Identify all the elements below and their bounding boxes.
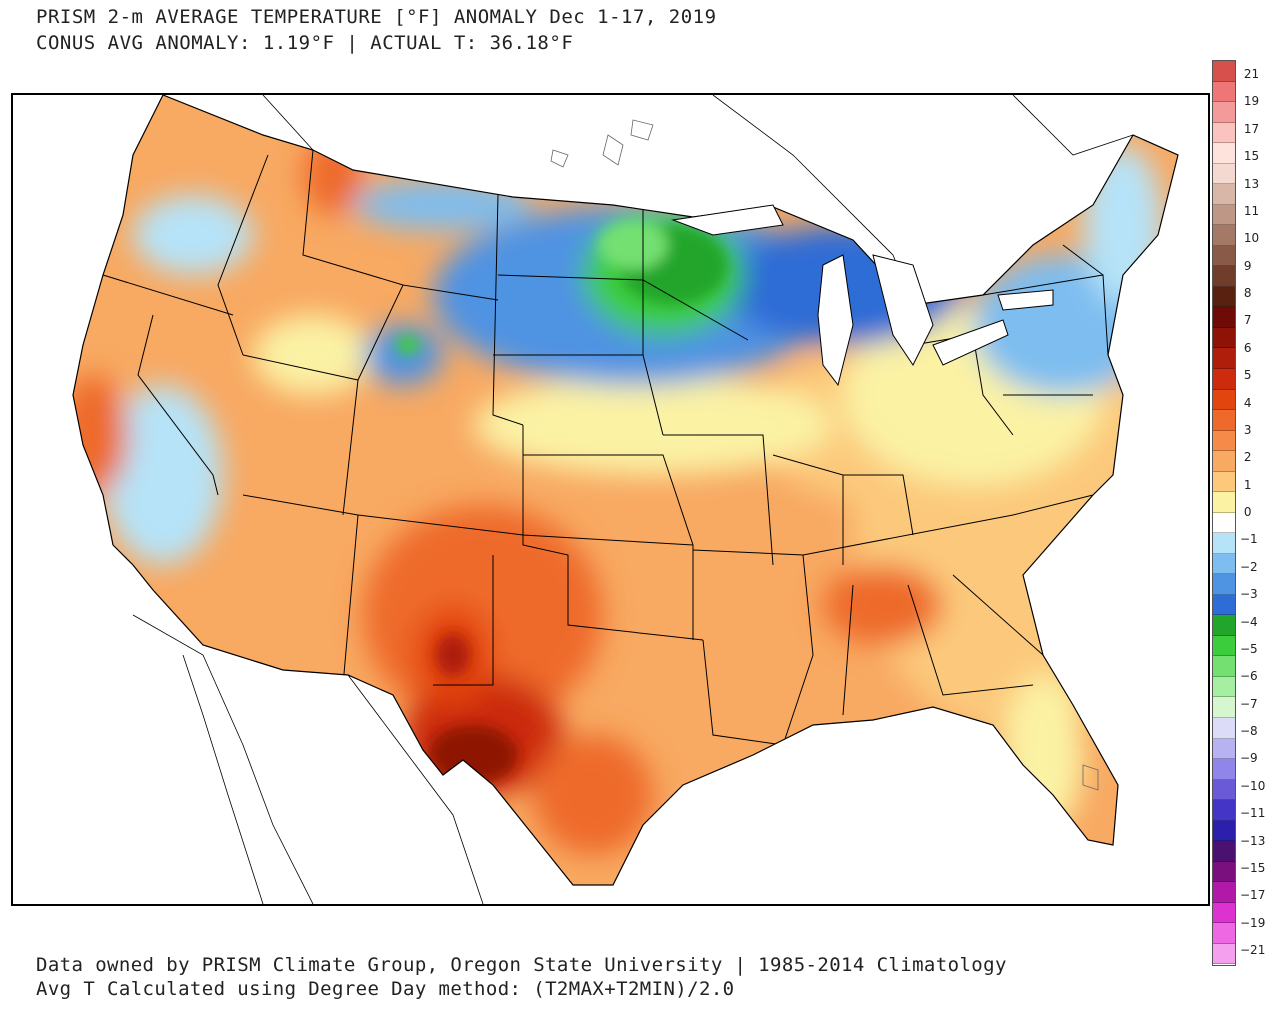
colorbar-swatch <box>1213 143 1235 164</box>
title-line-2: CONUS AVG ANOMALY: 1.19°F | ACTUAL T: 36… <box>36 32 574 54</box>
colorbar-swatch <box>1213 759 1235 780</box>
colorbar-tick-label: −17 <box>1240 888 1266 903</box>
colorbar-swatch <box>1213 512 1235 534</box>
colorbar-tick-label: −13 <box>1240 833 1266 848</box>
colorbar-swatch <box>1213 266 1235 287</box>
footer-line-2: Avg T Calculated using Degree Day method… <box>36 978 735 1000</box>
colorbar-swatch <box>1213 779 1235 801</box>
colorbar-tick-label: −10 <box>1240 778 1266 793</box>
colorbar-swatch <box>1213 245 1235 267</box>
colorbar-swatch <box>1213 204 1235 226</box>
colorbar-swatch <box>1213 861 1235 883</box>
colorbar-tick-label: 10 <box>1240 231 1260 246</box>
lake-huron <box>872 254 934 366</box>
colorbar-swatch <box>1213 410 1235 431</box>
colorbar-tick-label: 6 <box>1240 340 1252 355</box>
small-lakes <box>550 119 1099 791</box>
colorbar-swatch <box>1213 102 1235 123</box>
colorbar-tick-label: −5 <box>1240 641 1258 656</box>
colorbar-tick-label: 0 <box>1240 505 1252 519</box>
conus-outline <box>72 95 1179 886</box>
colorbar-tick-label: 1 <box>1240 477 1252 492</box>
colorbar-swatch <box>1213 307 1235 328</box>
colorbar-swatch <box>1213 676 1235 698</box>
colorbar-tick-label: 11 <box>1240 203 1260 218</box>
colorbar-swatch <box>1213 492 1235 513</box>
colorbar-swatch <box>1213 184 1235 205</box>
colorbar-tick-label: 19 <box>1240 94 1260 109</box>
colorbar-swatch <box>1213 738 1235 760</box>
great-lakes <box>671 204 1054 387</box>
colorbar-tick-label: −4 <box>1240 614 1258 629</box>
map-svg <box>72 95 1179 904</box>
colorbar-tick-label: 21 <box>1240 67 1260 81</box>
colorbar-swatch <box>1213 594 1235 616</box>
colorbar-swatch <box>1213 615 1235 636</box>
colorbar-tick-label: −2 <box>1240 559 1258 574</box>
colorbar-swatch <box>1213 327 1235 349</box>
lake-ontario <box>997 289 1054 311</box>
colorbar-swatch <box>1213 451 1235 472</box>
colorbar-swatch <box>1213 389 1235 411</box>
colorbar-swatch <box>1213 553 1235 575</box>
colorbar-labels: 21 19 17 15 13 11 10 9 8 7 6 5 4 3 2 1 0… <box>1240 60 1276 966</box>
colorbar-swatch <box>1213 430 1235 452</box>
colorbar-tick-label: 5 <box>1240 368 1252 383</box>
colorbar-tick-label: −6 <box>1240 669 1258 684</box>
lake-michigan <box>817 254 854 387</box>
colorbar-swatch <box>1213 163 1235 185</box>
footer-line-1: Data owned by PRISM Climate Group, Orego… <box>36 954 1007 976</box>
colorbar-tick-label: 13 <box>1240 176 1260 191</box>
colorbar-swatch <box>1213 61 1235 82</box>
colorbar-tick-label: −15 <box>1240 860 1266 875</box>
colorbar-swatch <box>1213 225 1235 246</box>
colorbar-tick-label: −7 <box>1240 696 1258 711</box>
colorbar-tick-label: 3 <box>1240 422 1252 437</box>
colorbar-swatch <box>1213 348 1235 369</box>
anomaly-field <box>73 95 1178 885</box>
colorbar-swatch <box>1213 923 1235 944</box>
colorbar-swatch <box>1213 635 1235 657</box>
colorbar-swatch <box>1213 882 1235 903</box>
temperature-anomaly-map <box>11 93 1210 906</box>
colorbar-tick-label: 9 <box>1240 258 1252 273</box>
colorbar-tick-label: 15 <box>1240 149 1260 164</box>
colorbar-swatch <box>1213 81 1235 103</box>
colorbar-tick-label: −19 <box>1240 915 1266 930</box>
lake-erie <box>932 319 1009 366</box>
colorbar-tick-label: 17 <box>1240 121 1260 136</box>
colorbar-swatch <box>1213 718 1235 739</box>
colorbar-swatch <box>1213 820 1235 842</box>
colorbar-tick-label: −9 <box>1240 751 1258 766</box>
colorbar-swatch <box>1213 943 1235 965</box>
colorbar-swatch <box>1213 800 1235 821</box>
colorbar-swatch <box>1213 902 1235 924</box>
colorbar-swatch <box>1213 656 1235 677</box>
colorbar-swatch <box>1213 286 1235 308</box>
colorbar-swatch <box>1213 368 1235 390</box>
colorbar-tick-label: −3 <box>1240 587 1258 602</box>
colorbar <box>1212 60 1236 966</box>
colorbar-swatch <box>1213 471 1235 493</box>
colorbar-swatch <box>1213 841 1235 862</box>
colorbar-tick-label: −21 <box>1240 943 1266 957</box>
colorbar-tick-label: −8 <box>1240 724 1258 738</box>
state-boundaries <box>102 149 1109 746</box>
colorbar-tick-label: 2 <box>1240 450 1252 465</box>
colorbar-tick-label: −1 <box>1240 532 1258 547</box>
colorbar-tick-label: 7 <box>1240 313 1252 328</box>
colorbar-swatch <box>1213 122 1235 144</box>
colorbar-swatch <box>1213 574 1235 595</box>
lake-superior <box>671 204 784 236</box>
colorbar-swatch <box>1213 533 1235 554</box>
colorbar-swatch <box>1213 697 1235 718</box>
colorbar-tick-label: −11 <box>1240 806 1266 821</box>
colorbar-tick-label: 4 <box>1240 395 1252 410</box>
colorbar-tick-label: 8 <box>1240 286 1252 300</box>
title-line-1: PRISM 2-m AVERAGE TEMPERATURE [°F] ANOMA… <box>36 6 717 28</box>
